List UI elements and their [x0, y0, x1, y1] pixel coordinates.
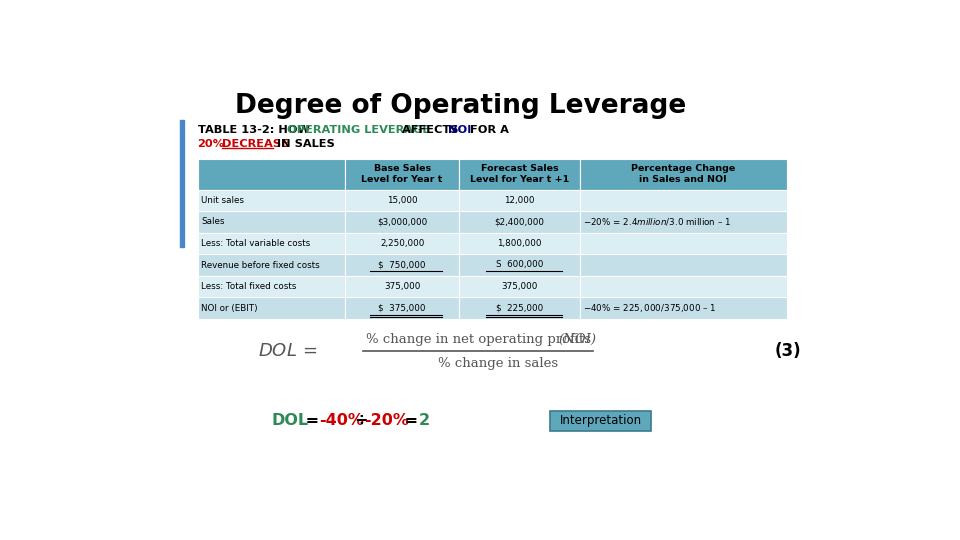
Bar: [198, 233, 345, 254]
Bar: [345, 276, 460, 298]
Text: =: =: [300, 413, 324, 428]
Text: 375,000: 375,000: [384, 282, 420, 291]
Bar: [198, 254, 345, 276]
Text: =: =: [399, 413, 424, 428]
Text: FOR A: FOR A: [467, 125, 510, 135]
Text: Degree of Operating Leverage: Degree of Operating Leverage: [234, 92, 686, 118]
Text: 20%: 20%: [198, 139, 225, 148]
Bar: [580, 190, 786, 211]
Text: ÷: ÷: [354, 413, 368, 428]
Text: $2,400,000: $2,400,000: [494, 218, 544, 226]
Text: $3,000,000: $3,000,000: [377, 218, 427, 226]
Text: −20% = $2.4 million/$3.0 million – 1: −20% = $2.4 million/$3.0 million – 1: [584, 217, 732, 227]
Bar: [345, 190, 460, 211]
Text: % change in sales: % change in sales: [438, 357, 558, 370]
Text: NOI or (EBIT): NOI or (EBIT): [202, 303, 258, 313]
Text: 1,800,000: 1,800,000: [497, 239, 541, 248]
Text: IN SALES: IN SALES: [274, 139, 335, 148]
Bar: [580, 211, 786, 233]
Text: Base Sales
Level for Year t: Base Sales Level for Year t: [361, 165, 443, 184]
Bar: [460, 190, 580, 211]
Bar: [345, 233, 460, 254]
Text: Forecast Sales
Level for Year t +1: Forecast Sales Level for Year t +1: [469, 165, 569, 184]
Text: DOL: DOL: [271, 413, 308, 428]
Bar: [580, 298, 786, 319]
Text: AFFECTS: AFFECTS: [398, 125, 463, 135]
Text: −40% = $225,000/$375,000 – 1: −40% = $225,000/$375,000 – 1: [584, 302, 717, 314]
Text: OPERATING LEVERAGE: OPERATING LEVERAGE: [287, 125, 430, 135]
Text: S  600,000: S 600,000: [495, 260, 543, 269]
Bar: [460, 159, 580, 190]
Text: Percentage Change
in Sales and NOI: Percentage Change in Sales and NOI: [631, 165, 735, 184]
Bar: [580, 159, 786, 190]
Text: 2,250,000: 2,250,000: [380, 239, 424, 248]
Text: $  750,000: $ 750,000: [378, 260, 426, 269]
Text: DECREASE: DECREASE: [222, 139, 288, 148]
FancyBboxPatch shape: [550, 410, 651, 430]
Bar: [460, 211, 580, 233]
Text: % change in net operating profits: % change in net operating profits: [367, 333, 596, 346]
Bar: [580, 276, 786, 298]
Bar: [580, 254, 786, 276]
Text: $  225,000: $ 225,000: [496, 303, 543, 313]
Text: 15,000: 15,000: [387, 196, 418, 205]
Bar: [345, 254, 460, 276]
Bar: [460, 254, 580, 276]
Text: 2: 2: [419, 413, 429, 428]
Text: 375,000: 375,000: [501, 282, 538, 291]
Bar: [460, 233, 580, 254]
Bar: [198, 211, 345, 233]
Text: Unit sales: Unit sales: [202, 196, 245, 205]
Text: $  375,000: $ 375,000: [378, 303, 426, 313]
Text: 12,000: 12,000: [504, 196, 535, 205]
Text: Interpretation: Interpretation: [560, 414, 641, 427]
Text: -40%: -40%: [319, 413, 364, 428]
Text: (3): (3): [775, 342, 802, 360]
Bar: [460, 276, 580, 298]
Text: Sales: Sales: [202, 218, 225, 226]
Bar: [198, 159, 345, 190]
Text: Revenue before fixed costs: Revenue before fixed costs: [202, 260, 320, 269]
Text: Less: Total variable costs: Less: Total variable costs: [202, 239, 311, 248]
Bar: [345, 298, 460, 319]
Bar: [345, 211, 460, 233]
Bar: [580, 233, 786, 254]
Bar: [460, 298, 580, 319]
Text: (NOI): (NOI): [559, 333, 597, 346]
Bar: [345, 159, 460, 190]
Text: NOI: NOI: [448, 125, 471, 135]
Text: -20%: -20%: [364, 413, 409, 428]
Bar: [198, 276, 345, 298]
Bar: [198, 298, 345, 319]
Text: $DOL\/ =$: $DOL\/ =$: [258, 342, 318, 360]
Text: Less: Total fixed costs: Less: Total fixed costs: [202, 282, 297, 291]
Bar: [198, 190, 345, 211]
Text: TABLE 13-2: HOW: TABLE 13-2: HOW: [198, 125, 314, 135]
Bar: [180, 120, 183, 247]
